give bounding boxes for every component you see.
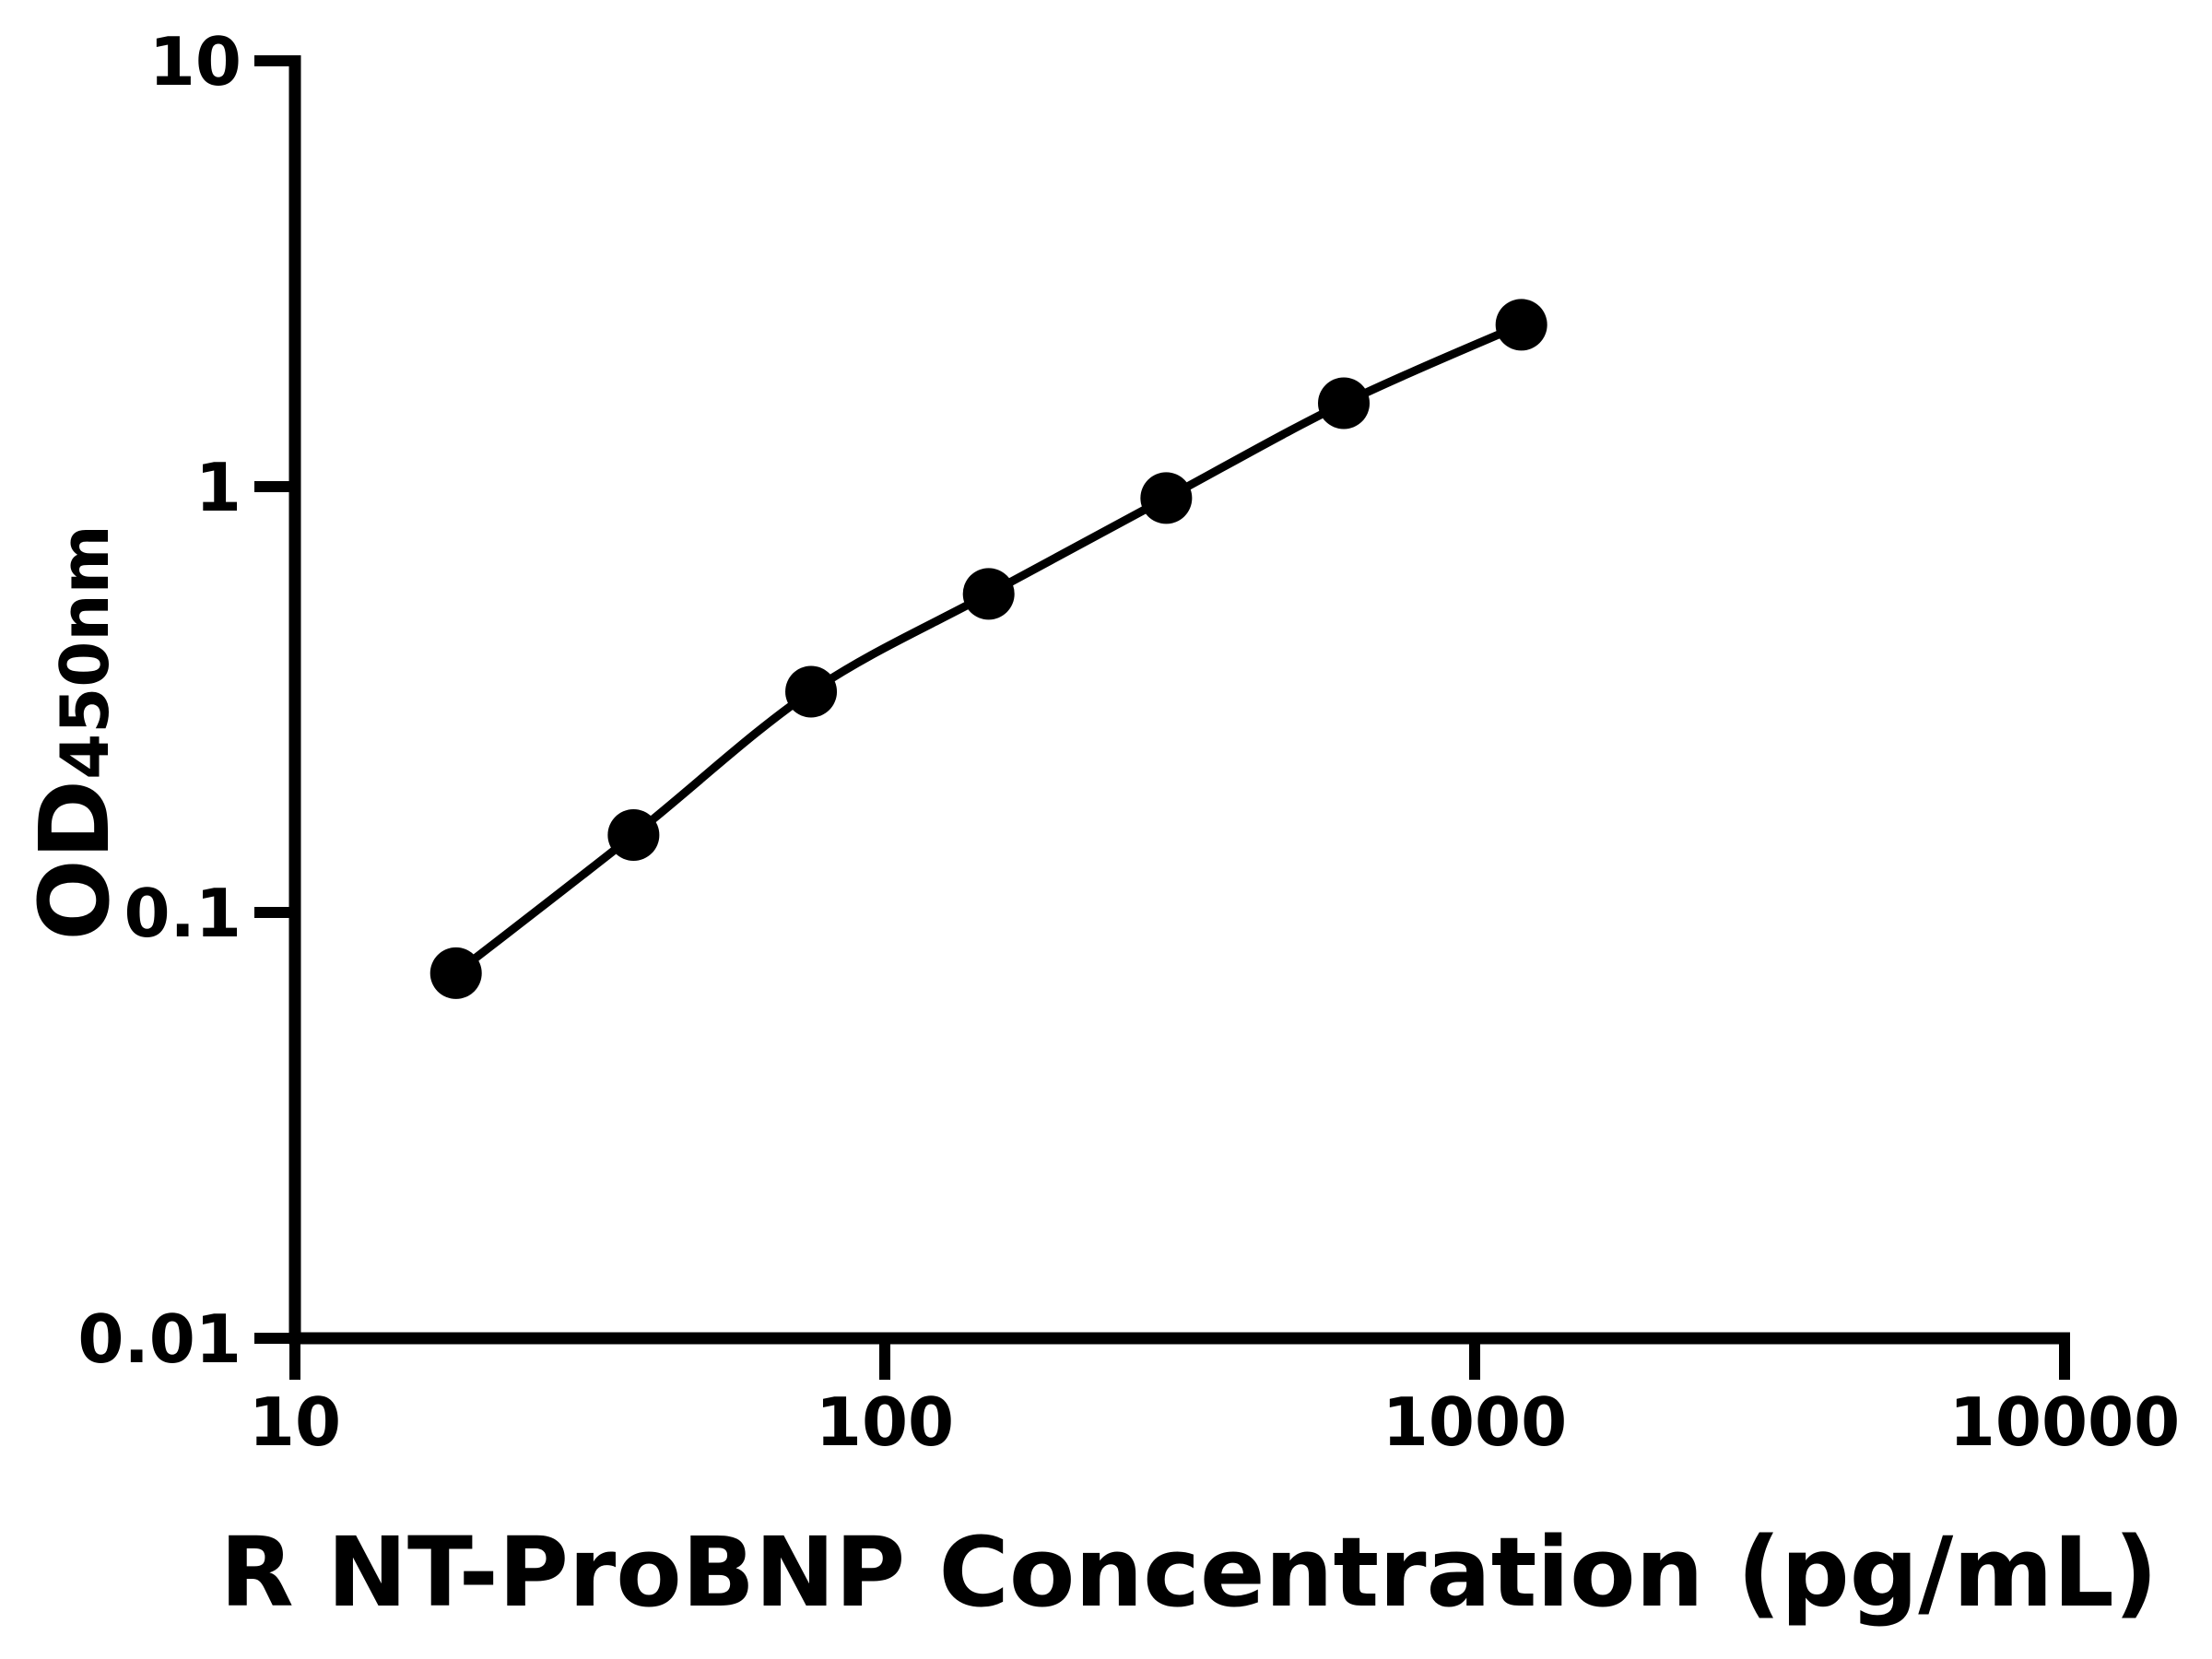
y-tick-label: 0.01 [77, 1300, 241, 1378]
y-axis-title: OD450nm [18, 524, 131, 940]
data-point [962, 568, 1015, 620]
y-axis-title-subscript: 450nm [46, 524, 124, 780]
y-tick-label: 10 [149, 23, 241, 100]
x-tick-label: 10 [249, 1383, 341, 1461]
data-point [607, 808, 660, 861]
x-tick-label: 100 [816, 1383, 954, 1461]
x-tick-label: 10000 [1949, 1383, 2181, 1461]
data-point [1318, 377, 1371, 429]
y-axis-title-main: OD [18, 780, 131, 941]
x-tick-label: 1000 [1382, 1383, 1567, 1461]
data-point [1140, 472, 1193, 524]
y-tick-label: 0.1 [124, 875, 241, 952]
data-point [1495, 299, 1547, 351]
curve-layer [453, 321, 1524, 977]
y-tick-label: 1 [195, 449, 241, 526]
axis-layer [254, 55, 2070, 1380]
x-axis-title: R NT-ProBNP Concentration (pg/mL) [220, 1516, 2159, 1629]
data-point-layer [429, 299, 1547, 999]
data-point [429, 947, 482, 999]
standard-curve-line [453, 321, 1524, 977]
data-point [785, 665, 838, 718]
